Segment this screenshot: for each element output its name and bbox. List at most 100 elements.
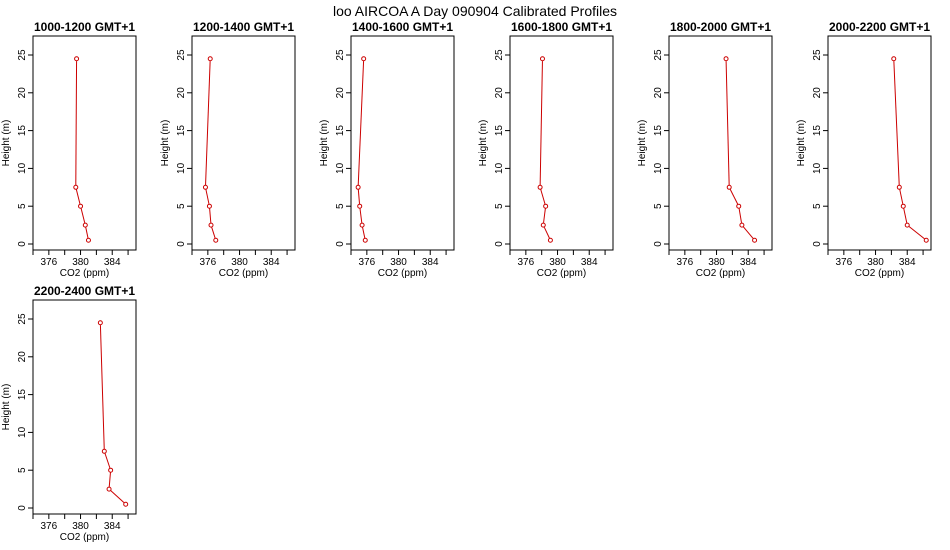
- data-point: [207, 56, 213, 62]
- y-tick-label: 25: [335, 49, 346, 61]
- panel-title: 1000-1200 GMT+1: [34, 20, 135, 34]
- y-axis-label: Height (m): [1, 120, 12, 167]
- data-point: [206, 203, 212, 209]
- y-tick-label: 15: [653, 125, 664, 137]
- profile-line-segment: [108, 472, 111, 487]
- y-axis-label: Height (m): [637, 120, 648, 167]
- chart-panel: 1400-1600 GMT+1 376 380 384 0 5 10 15 20 25 CO2 (p…: [319, 20, 455, 279]
- x-tick-label: 384: [104, 257, 121, 268]
- plot-frame: [827, 35, 932, 251]
- y-tick-label: 10: [335, 162, 346, 174]
- data-point: [208, 222, 214, 228]
- x-tick-label: 384: [581, 257, 598, 268]
- y-tick-label: 0: [494, 241, 505, 247]
- data-point: [739, 222, 745, 228]
- data-point: [73, 184, 79, 190]
- y-tick-label: 5: [17, 203, 28, 209]
- y-tick-label: 20: [812, 87, 823, 99]
- data-point: [202, 184, 208, 190]
- profile-line-segment: [893, 61, 900, 186]
- data-point: [896, 184, 902, 190]
- data-point: [78, 203, 84, 209]
- y-tick-label: 10: [17, 162, 28, 174]
- x-axis-label: CO2 (ppm): [537, 268, 586, 279]
- x-axis-label: CO2 (ppm): [60, 268, 109, 279]
- x-tick-label: 380: [231, 257, 248, 268]
- profile-line-segment: [725, 61, 730, 186]
- profile-line-segment: [543, 208, 546, 223]
- profile-line-segment: [104, 453, 111, 469]
- data-point: [359, 222, 365, 228]
- profile-line-segment: [908, 226, 925, 240]
- x-axis-label: CO2 (ppm): [855, 268, 904, 279]
- y-tick-label: 5: [176, 203, 187, 209]
- profile-line-segment: [362, 227, 366, 239]
- data-point: [547, 237, 553, 243]
- chart-panel: 2000-2200 GMT+1 376 380 384 0 5 10 15 20 25 CO2 (p…: [796, 20, 932, 279]
- y-tick-label: 10: [494, 162, 505, 174]
- x-tick-label: 384: [422, 257, 439, 268]
- y-tick-label: 15: [17, 389, 28, 401]
- profile-line-segment: [211, 227, 216, 239]
- data-point: [752, 237, 758, 243]
- y-tick-label: 25: [653, 49, 664, 61]
- chart-panel: 2200-2400 GMT+1 376 380 384 0 5 10 15 20 25 CO2 (p…: [1, 284, 137, 543]
- profile-line-segment: [209, 208, 212, 223]
- x-tick-label: 384: [899, 257, 916, 268]
- x-axis-label: CO2 (ppm): [696, 268, 745, 279]
- y-tick-label: 25: [17, 313, 28, 325]
- x-tick-label: 380: [708, 257, 725, 268]
- data-point: [82, 222, 88, 228]
- plot-frame: [32, 299, 137, 515]
- y-tick-label: 25: [17, 49, 28, 61]
- data-point: [85, 237, 91, 243]
- data-point: [123, 501, 129, 507]
- chart-panel: 1800-2000 GMT+1 376 380 384 0 5 10 15 20 25 CO2 (p…: [637, 20, 773, 279]
- panel-title: 1200-1400 GMT+1: [193, 20, 294, 34]
- data-point: [355, 184, 361, 190]
- profile-line-segment: [742, 226, 754, 239]
- y-tick-label: 0: [653, 241, 664, 247]
- data-point: [101, 448, 107, 454]
- x-tick-label: 376: [41, 521, 58, 532]
- y-tick-label: 25: [494, 49, 505, 61]
- data-point: [361, 56, 367, 62]
- x-tick-label: 384: [263, 257, 280, 268]
- y-tick-label: 20: [653, 87, 664, 99]
- data-point: [106, 486, 112, 492]
- y-tick-label: 20: [494, 87, 505, 99]
- y-tick-label: 10: [17, 426, 28, 438]
- data-point: [108, 467, 114, 473]
- panel-title: 1800-2000 GMT+1: [670, 20, 771, 34]
- y-tick-label: 25: [176, 49, 187, 61]
- profile-line-segment: [99, 325, 105, 450]
- y-tick-label: 5: [17, 467, 28, 473]
- data-point: [736, 203, 742, 209]
- x-tick-label: 384: [104, 521, 121, 532]
- x-tick-label: 380: [72, 257, 89, 268]
- y-tick-label: 5: [335, 203, 346, 209]
- data-point: [213, 237, 219, 243]
- data-point: [357, 203, 363, 209]
- y-tick-label: 10: [176, 162, 187, 174]
- plot-frame: [509, 35, 614, 251]
- chart-panel: 1200-1400 GMT+1 376 380 384 0 5 10 15 20 25 CO2 (p…: [160, 20, 296, 279]
- y-tick-label: 15: [176, 125, 187, 137]
- x-tick-label: 376: [41, 257, 58, 268]
- x-axis-label: CO2 (ppm): [219, 268, 268, 279]
- y-tick-label: 20: [335, 87, 346, 99]
- plot-frame: [32, 35, 137, 251]
- x-axis-label: CO2 (ppm): [60, 532, 109, 543]
- figure-title: loo AIRCOA A Day 090904 Calibrated Profi…: [333, 3, 617, 19]
- data-point: [362, 237, 368, 243]
- data-point: [97, 320, 103, 326]
- y-tick-label: 0: [335, 241, 346, 247]
- data-point: [537, 184, 543, 190]
- profile-line-segment: [357, 61, 365, 186]
- panel-title: 1400-1600 GMT+1: [352, 20, 453, 34]
- profile-line-segment: [729, 189, 739, 205]
- y-tick-label: 0: [17, 505, 28, 511]
- x-tick-label: 376: [677, 257, 694, 268]
- panel-title: 1600-1800 GMT+1: [511, 20, 612, 34]
